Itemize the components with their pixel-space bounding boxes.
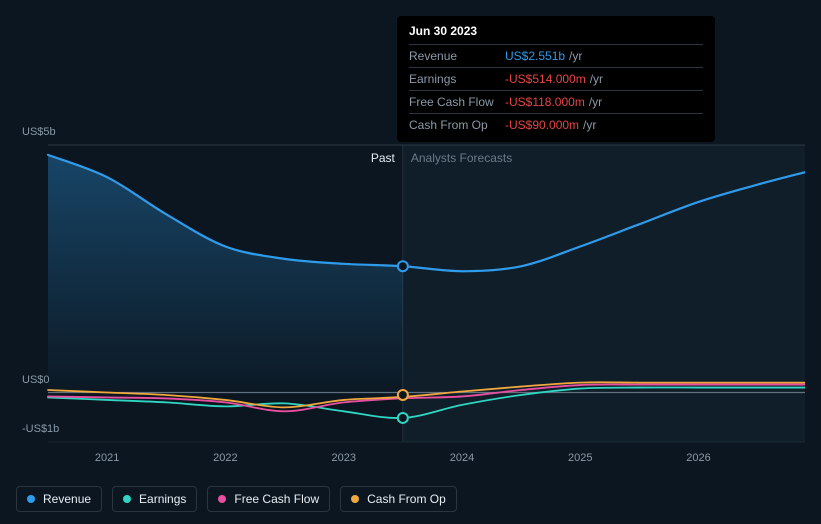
y-axis-tick: US$0 <box>22 374 50 386</box>
tooltip-row-label: Revenue <box>409 49 505 63</box>
tooltip-row-label: Earnings <box>409 72 505 86</box>
tooltip-row-value: -US$118.000m <box>505 95 585 109</box>
x-axis-tick: 2025 <box>568 452 592 464</box>
chart-svg <box>16 120 805 450</box>
tooltip-row-label: Free Cash Flow <box>409 95 505 109</box>
x-axis-tick: 2023 <box>331 452 355 464</box>
forecast-label: Analysts Forecasts <box>411 151 512 165</box>
legend-item-cfo[interactable]: Cash From Op <box>340 486 457 512</box>
tooltip-row: Cash From Op-US$90.000m/yr <box>409 113 703 136</box>
y-axis-tick: -US$1b <box>22 423 59 435</box>
legend-label: Free Cash Flow <box>234 492 319 506</box>
past-label: Past <box>371 151 395 165</box>
tooltip-row-label: Cash From Op <box>409 118 505 132</box>
x-axis-tick: 2021 <box>95 452 119 464</box>
tooltip-panel: Jun 30 2023 RevenueUS$2.551b/yrEarnings-… <box>397 16 715 142</box>
legend-item-revenue[interactable]: Revenue <box>16 486 102 512</box>
tooltip-row-value: -US$90.000m <box>505 118 579 132</box>
tooltip-row: Free Cash Flow-US$118.000m/yr <box>409 90 703 113</box>
legend-dot <box>218 495 226 503</box>
tooltip-row: Earnings-US$514.000m/yr <box>409 67 703 90</box>
legend: Revenue Earnings Free Cash Flow Cash From O… <box>16 486 457 512</box>
tooltip-row-unit: /yr <box>590 72 603 86</box>
chart-area: US$5bUS$0-US$1b202120222023202420252026P… <box>16 120 805 450</box>
tooltip-row-value: US$2.551b <box>505 49 565 63</box>
legend-label: Revenue <box>43 492 91 506</box>
legend-label: Earnings <box>139 492 186 506</box>
tooltip-row-unit: /yr <box>583 118 596 132</box>
x-axis-tick: 2022 <box>213 452 237 464</box>
tooltip-row: RevenueUS$2.551b/yr <box>409 44 703 67</box>
legend-dot <box>123 495 131 503</box>
x-axis-tick: 2026 <box>686 452 710 464</box>
tooltip-date: Jun 30 2023 <box>409 24 703 38</box>
x-axis-tick: 2024 <box>450 452 474 464</box>
y-axis-tick: US$5b <box>22 126 56 138</box>
tooltip-row-value: -US$514.000m <box>505 72 586 86</box>
legend-label: Cash From Op <box>367 492 446 506</box>
tooltip-row-unit: /yr <box>589 95 602 109</box>
legend-item-earnings[interactable]: Earnings <box>112 486 197 512</box>
legend-dot <box>351 495 359 503</box>
legend-item-fcf[interactable]: Free Cash Flow <box>207 486 330 512</box>
legend-dot <box>27 495 35 503</box>
tooltip-row-unit: /yr <box>569 49 582 63</box>
